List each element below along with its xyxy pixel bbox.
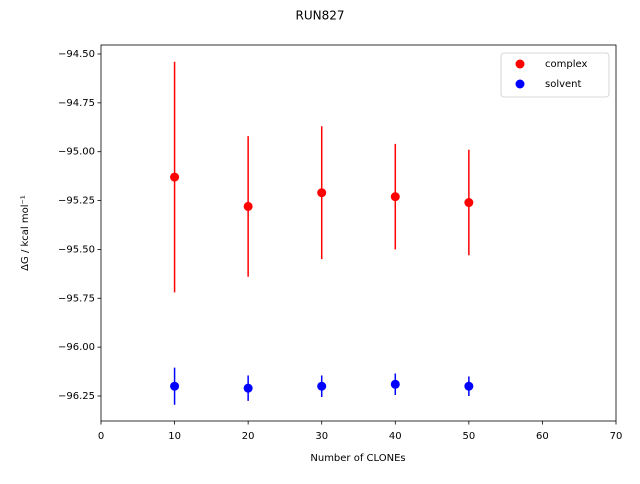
legend-marker	[515, 79, 525, 89]
y-axis-label: ΔG / kcal mol⁻¹	[20, 195, 31, 271]
legend-label: complex	[545, 59, 587, 70]
x-tick-label: 40	[389, 431, 402, 442]
y-tick-label: −95.50	[58, 244, 95, 255]
legend-marker	[515, 59, 525, 69]
x-tick-label: 10	[168, 431, 181, 442]
point	[243, 201, 253, 211]
x-tick-label: 30	[315, 431, 328, 442]
point	[243, 383, 253, 393]
legend-box	[500, 52, 610, 98]
point	[390, 379, 400, 389]
x-tick-label: 70	[610, 431, 623, 442]
x-axis-label: Number of CLONEs	[310, 453, 405, 464]
plot-frame	[100, 44, 617, 422]
y-tick-label: −95.75	[58, 293, 95, 304]
x-tick-label: 20	[242, 431, 255, 442]
y-tick-label: −95.00	[58, 147, 95, 158]
x-tick-label: 50	[462, 431, 475, 442]
point	[464, 198, 474, 208]
chart-title: RUN827	[295, 9, 344, 23]
legend-label: solvent	[545, 79, 582, 90]
y-tick-label: −94.75	[58, 98, 95, 109]
point	[317, 381, 327, 391]
point	[464, 381, 474, 391]
y-tick-label: −95.25	[58, 196, 95, 207]
y-tick-label: −94.50	[58, 49, 95, 60]
point	[317, 188, 327, 198]
x-tick-label: 0	[98, 431, 104, 442]
point	[170, 172, 180, 182]
point	[390, 192, 400, 202]
point	[170, 381, 180, 391]
y-tick-label: −96.00	[58, 342, 95, 353]
y-tick-label: −96.25	[58, 391, 95, 402]
x-tick-label: 60	[536, 431, 549, 442]
